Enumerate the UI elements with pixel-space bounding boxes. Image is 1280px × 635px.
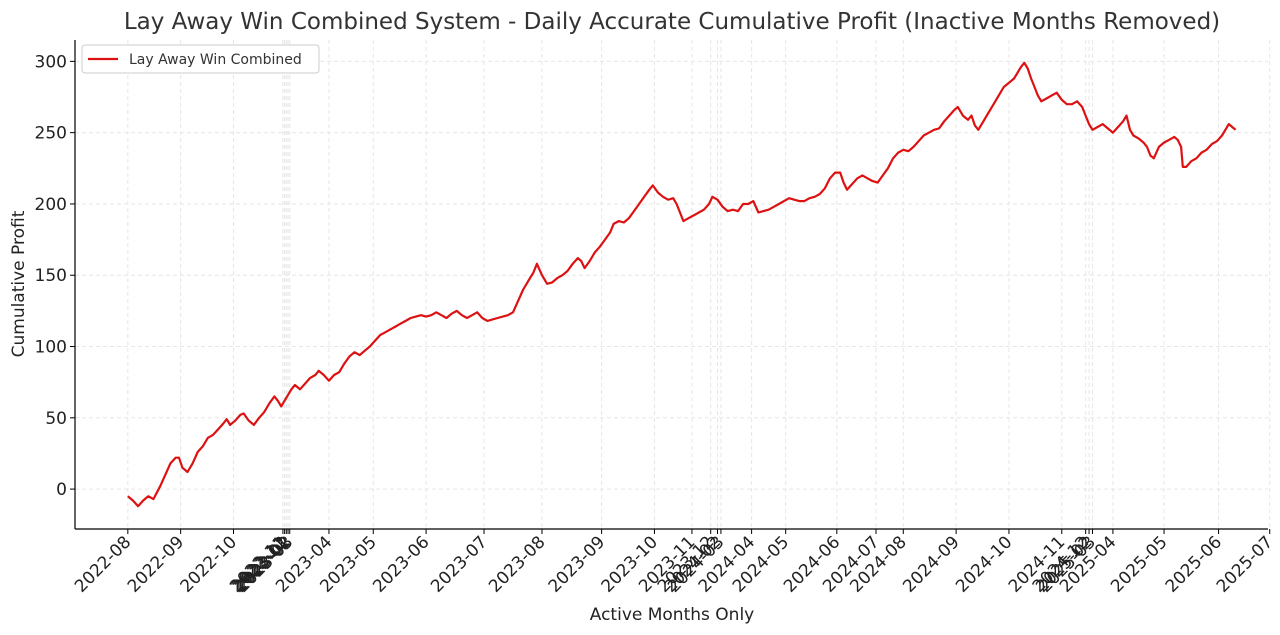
y-tick-label: 150 [35, 266, 67, 286]
y-tick-label: 300 [35, 52, 67, 72]
x-tick-label: 2025-05 [1107, 532, 1171, 596]
x-tick-label: 2024-10 [952, 532, 1016, 596]
series-line [127, 61, 1237, 508]
series-layer [127, 61, 1237, 508]
x-tick-label: 2023-07 [427, 532, 491, 596]
legend-box [81, 44, 320, 74]
y-tick-label: 200 [35, 195, 67, 215]
x-axis-label: Active Months Only [590, 605, 754, 625]
x-tick-label: 2023-08 [485, 532, 549, 596]
y-tick-label: 100 [35, 338, 67, 358]
y-axis-label: Cumulative Profit [9, 210, 29, 357]
y-tick-label: 50 [45, 409, 67, 429]
axes [74, 40, 1268, 530]
x-tick-label: 2024-09 [899, 532, 963, 596]
chart-title: Lay Away Win Combined System - Daily Acc… [124, 9, 1220, 35]
x-tick-label: 2023-09 [545, 532, 609, 596]
x-tick-label: 2025-07 [1213, 532, 1277, 596]
legend: Lay Away Win Combined [81, 44, 320, 74]
axis-ticks: 0501001502002503002022-082022-092022-102… [35, 52, 1278, 596]
legend-label: Lay Away Win Combined [129, 52, 302, 68]
x-tick-label: 2023-06 [369, 532, 433, 596]
y-tick-label: 250 [35, 124, 67, 144]
x-tick-label: 2022-08 [71, 532, 135, 596]
y-tick-label: 0 [56, 480, 67, 500]
x-tick-label: 2022-09 [124, 532, 188, 596]
grid-lines [75, 40, 1271, 529]
